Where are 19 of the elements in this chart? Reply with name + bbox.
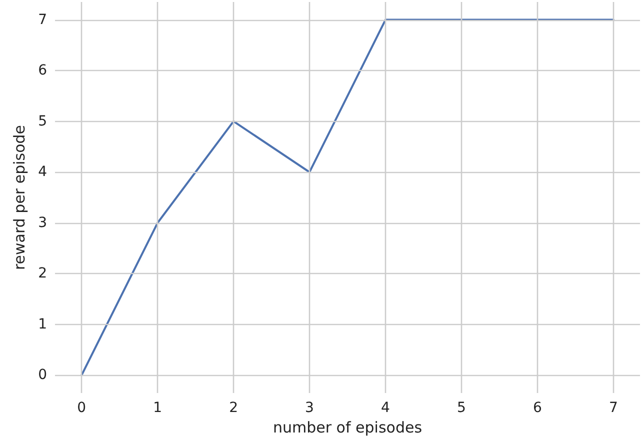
y-tick-label: 2 — [38, 266, 47, 282]
x-tick-label: 7 — [608, 400, 618, 416]
x-tick-label: 6 — [532, 400, 542, 416]
y-tick-label: 0 — [38, 367, 47, 384]
x-tick-label: 0 — [77, 400, 86, 416]
x-tick-label: 3 — [305, 400, 314, 416]
y-tick-label: 6 — [38, 62, 48, 79]
y-axis-title: reward per episode — [10, 124, 28, 270]
y-tick-label: 5 — [38, 113, 47, 130]
y-tick-label: 4 — [38, 164, 48, 180]
x-tick-label: 1 — [153, 400, 162, 416]
y-tick-label: 3 — [38, 214, 47, 231]
x-tick-label: 2 — [229, 400, 238, 416]
y-tick-label: 1 — [38, 316, 47, 332]
x-axis-title: number of episodes — [272, 418, 422, 436]
x-tick-label: 4 — [381, 400, 390, 416]
line-series — [80, 18, 614, 376]
y-tick-label: 7 — [38, 12, 47, 28]
x-tick-label: 5 — [457, 400, 466, 416]
